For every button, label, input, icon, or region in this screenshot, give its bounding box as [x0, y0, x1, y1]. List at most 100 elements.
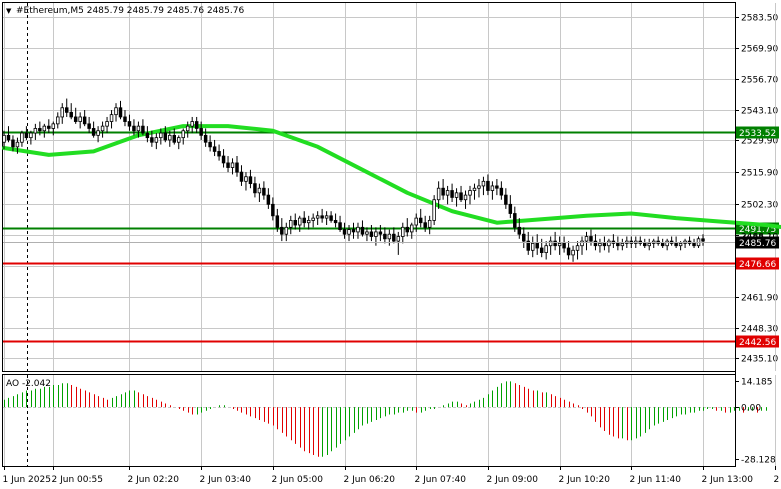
- candle-body-bearish: [535, 243, 539, 249]
- level-price-badge: [736, 126, 779, 139]
- candle: [441, 179, 445, 200]
- price-tick-label: 2569.90: [741, 45, 778, 55]
- candle-body-bullish: [315, 215, 320, 219]
- candle-body-bullish: [678, 243, 683, 247]
- candle-body-bullish: [190, 121, 194, 127]
- candle: [463, 190, 468, 209]
- candle-body-bullish: [620, 243, 625, 247]
- candle-body-bearish: [221, 155, 226, 164]
- candle-body-bullish: [33, 128, 38, 134]
- time-tick-label: 1 Jun 2025: [3, 475, 51, 485]
- candle: [96, 126, 100, 143]
- candle: [105, 116, 109, 134]
- candle: [293, 213, 297, 230]
- candle-body-bearish: [217, 151, 221, 157]
- candle-body-bullish: [401, 226, 405, 237]
- ao-panel-frame: [2, 374, 736, 467]
- candle: [530, 236, 535, 258]
- price-panel-frame: [2, 2, 736, 372]
- candle: [118, 100, 123, 120]
- candle-body-bearish: [302, 217, 306, 224]
- candle: [580, 236, 584, 255]
- candle: [338, 215, 342, 232]
- candle: [683, 238, 687, 248]
- candle-body-bearish: [602, 243, 607, 247]
- current-price-label: 2485.76: [739, 239, 776, 249]
- candle-body-bullish: [306, 220, 311, 224]
- candle: [387, 229, 392, 246]
- candle-body-bullish: [56, 116, 60, 125]
- candle: [571, 245, 575, 262]
- candle-body-bearish: [208, 141, 212, 148]
- candle: [315, 211, 320, 226]
- candle-body-bearish: [24, 132, 29, 139]
- candle: [526, 231, 530, 255]
- candle: [504, 188, 508, 209]
- candle: [2, 130, 6, 150]
- candle-body-bearish: [226, 162, 230, 168]
- candle-body-bearish: [692, 243, 696, 247]
- price-tick-label: 2435.10: [741, 355, 778, 365]
- candle-body-bearish: [73, 116, 78, 122]
- candle-body-bearish: [64, 107, 69, 113]
- candle: [495, 179, 499, 196]
- candle: [230, 158, 235, 175]
- candle-body-bearish: [172, 134, 177, 143]
- candle: [517, 218, 522, 239]
- candle-body-bearish: [275, 215, 280, 228]
- candle: [660, 238, 665, 248]
- candle: [181, 128, 185, 145]
- candle: [423, 215, 427, 232]
- candle-body-bullish: [647, 243, 651, 247]
- candle: [701, 234, 705, 246]
- candle-body-bearish: [517, 226, 522, 235]
- candle: [499, 181, 504, 200]
- candle-body-bearish: [513, 213, 517, 228]
- candle-body-bearish: [405, 226, 410, 233]
- candle-body-bearish: [643, 243, 647, 247]
- candle: [297, 215, 302, 232]
- candle-body-bullish: [490, 185, 495, 191]
- candle: [544, 241, 548, 260]
- candle-body-bullish: [557, 243, 562, 247]
- candle: [481, 176, 486, 196]
- candle-body-bullish: [454, 192, 459, 198]
- candle-body-bearish: [338, 222, 342, 231]
- candle-body-bullish: [584, 236, 589, 242]
- candle: [100, 121, 105, 138]
- candle-body-bearish: [141, 125, 145, 134]
- candle: [257, 183, 262, 203]
- candle-body-bearish: [660, 243, 665, 247]
- candle: [221, 149, 226, 168]
- candle: [356, 222, 360, 239]
- candle: [651, 238, 656, 248]
- candle-body-bearish: [593, 240, 598, 247]
- candle: [226, 156, 230, 173]
- candle-body-bearish: [616, 243, 620, 247]
- candle: [248, 169, 253, 189]
- candle: [383, 227, 387, 244]
- candle-body-bearish: [459, 192, 463, 201]
- candle: [584, 231, 589, 251]
- candle-body-bullish: [544, 245, 548, 253]
- candle: [665, 238, 669, 251]
- candle: [127, 114, 132, 131]
- time-tick-label: 2 Jun 06:20: [344, 475, 396, 485]
- candle: [163, 126, 168, 143]
- candle-body-bearish: [441, 187, 445, 196]
- candle-body-bearish: [553, 240, 557, 247]
- candle: [472, 183, 477, 200]
- candle: [454, 188, 459, 207]
- candle: [365, 227, 369, 242]
- candle: [490, 181, 495, 200]
- candle: [401, 222, 405, 244]
- candle-body-bearish: [248, 176, 253, 185]
- candle-body-bullish: [365, 231, 369, 235]
- candle: [410, 222, 414, 239]
- candle-body-bullish: [257, 187, 262, 194]
- candle-body-bearish: [11, 139, 15, 148]
- candle: [262, 181, 266, 200]
- candle: [539, 238, 544, 258]
- candle: [29, 130, 33, 145]
- candle: [692, 238, 696, 248]
